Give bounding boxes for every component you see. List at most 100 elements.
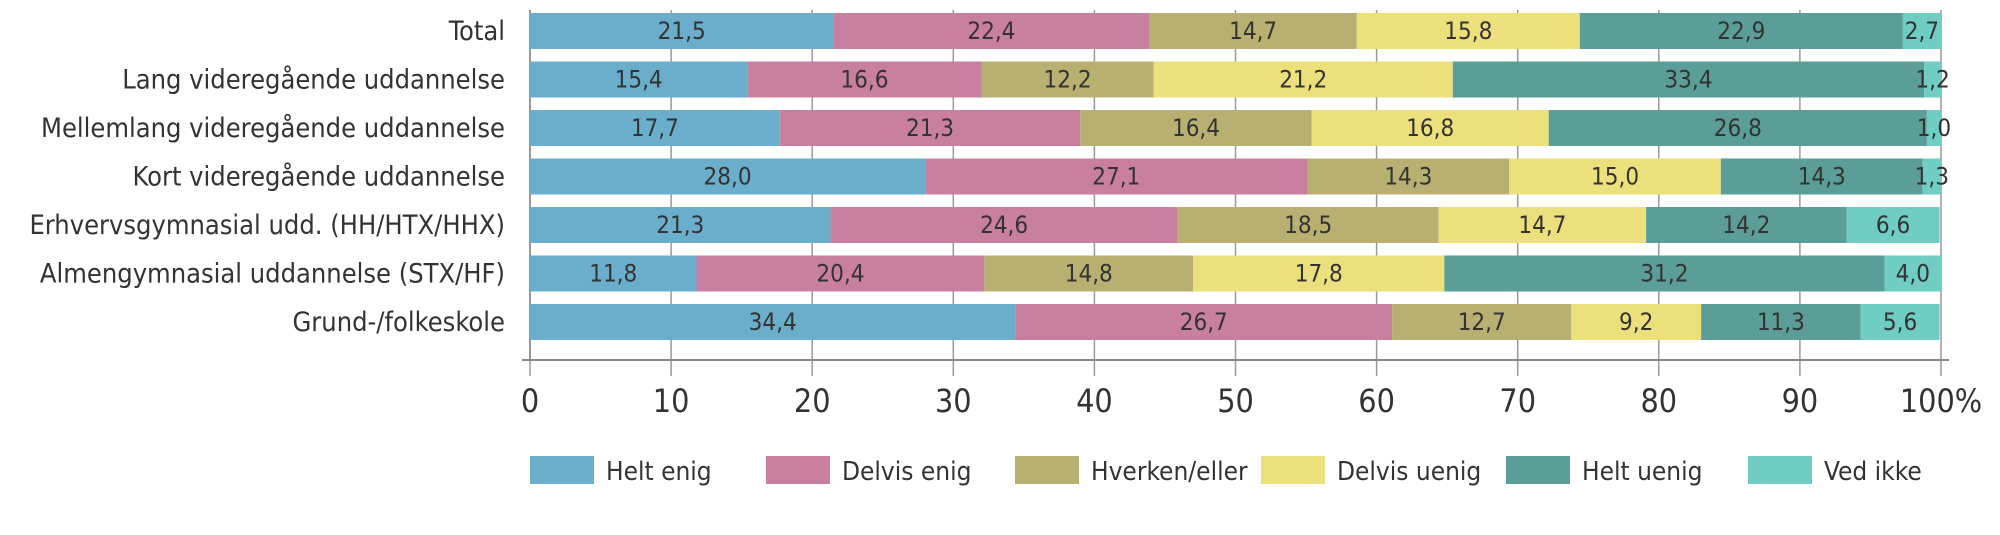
category-label: Lang videregående uddannelse <box>122 65 505 96</box>
bar-segment <box>1548 110 1927 146</box>
legend-swatch <box>1015 456 1079 484</box>
data-label: 14,3 <box>1798 163 1846 191</box>
bar-segment <box>981 61 1154 98</box>
bar-segment <box>984 255 1194 292</box>
data-label: 14,3 <box>1384 163 1432 191</box>
bar-segment <box>1571 304 1702 340</box>
x-tick-label: 30 <box>935 382 972 420</box>
bar-segment <box>1356 13 1580 49</box>
bar-segment <box>1884 255 1941 292</box>
x-tick-label: 60 <box>1358 382 1395 420</box>
x-tick-label: 40 <box>1076 382 1113 420</box>
bar-segment <box>1846 207 1940 243</box>
bar-segment <box>696 255 985 292</box>
bar-segment <box>1153 61 1453 98</box>
bar-segment <box>1080 110 1312 146</box>
data-label: 6,6 <box>1876 211 1910 239</box>
data-label: 26,8 <box>1714 114 1762 142</box>
x-tick-label: 50 <box>1217 382 1254 420</box>
category-label: Kort videregående uddannelse <box>133 162 505 193</box>
bar-segment <box>1015 304 1393 340</box>
bar-segment <box>1438 207 1647 243</box>
data-label: 21,3 <box>906 114 954 142</box>
bar-segment <box>1444 255 1885 292</box>
data-label: 1,0 <box>1917 114 1951 142</box>
data-label: 22,9 <box>1717 17 1765 45</box>
bar-segment <box>1311 110 1549 146</box>
data-label: 2,7 <box>1905 17 1939 45</box>
legend-label: Delvis enig <box>842 457 971 487</box>
data-label: 14,2 <box>1722 211 1770 239</box>
bar-segment <box>530 158 926 195</box>
x-tick-label: 70 <box>1499 382 1536 420</box>
data-label: 22,4 <box>967 17 1015 45</box>
legend-label: Helt enig <box>606 457 712 487</box>
data-label: 1,3 <box>1915 163 1949 191</box>
legend-label: Delvis uenig <box>1337 457 1481 487</box>
bar-segment <box>1579 13 1903 49</box>
legend-label: Helt uenig <box>1582 457 1703 487</box>
bar-segment <box>1924 61 1941 98</box>
bar-segment <box>1149 13 1357 49</box>
data-label: 9,2 <box>1619 308 1653 336</box>
legend-swatch <box>530 456 594 484</box>
legend-label: Ved ikke <box>1824 457 1922 487</box>
data-label: 17,8 <box>1295 260 1343 288</box>
data-label: 18,5 <box>1284 211 1332 239</box>
x-tick-label: 100% <box>1900 382 1982 420</box>
data-label: 20,4 <box>816 260 864 288</box>
legend-label: Hverken/eller <box>1091 457 1248 487</box>
category-label: Erhvervsgymnasial udd. (HH/HTX/HHX) <box>29 210 505 241</box>
bar-segment <box>1452 61 1925 98</box>
bar-segment <box>1392 304 1572 340</box>
bar-segment <box>1720 158 1923 195</box>
bar-segment <box>530 61 748 98</box>
x-tick-label: 20 <box>794 382 831 420</box>
bar-segment <box>1860 304 1940 340</box>
data-label: 15,4 <box>615 66 663 94</box>
bar-segment <box>530 207 831 243</box>
x-tick-label: 80 <box>1640 382 1677 420</box>
data-label: 11,3 <box>1757 308 1805 336</box>
data-label: 28,0 <box>704 163 752 191</box>
data-label: 21,3 <box>656 211 704 239</box>
bar-segment <box>1902 13 1941 49</box>
bar-segment <box>779 110 1081 146</box>
data-label: 21,2 <box>1279 66 1327 94</box>
data-label: 16,4 <box>1172 114 1220 142</box>
data-label: 21,5 <box>658 17 706 45</box>
data-label: 14,7 <box>1518 211 1566 239</box>
legend-swatch <box>1261 456 1325 484</box>
data-label: 16,8 <box>1406 114 1454 142</box>
bar-segment <box>1177 207 1439 243</box>
legend-swatch <box>1506 456 1570 484</box>
bar-segment <box>830 207 1178 243</box>
bar-segment <box>530 13 834 49</box>
category-label: Total <box>448 16 505 47</box>
data-label: 33,4 <box>1664 66 1712 94</box>
data-label: 4,0 <box>1896 260 1930 288</box>
bar-segment <box>530 304 1016 340</box>
data-label: 16,6 <box>840 66 888 94</box>
bar-segment <box>925 158 1308 195</box>
data-label: 26,7 <box>1180 308 1228 336</box>
data-label: 5,6 <box>1883 308 1917 336</box>
data-label: 15,0 <box>1591 163 1639 191</box>
bar-segment <box>1926 110 1941 146</box>
x-tick-label: 10 <box>653 382 690 420</box>
data-label: 14,8 <box>1065 260 1113 288</box>
data-label: 11,8 <box>589 260 637 288</box>
bar-segment <box>1509 158 1721 195</box>
data-label: 12,2 <box>1044 66 1092 94</box>
data-label: 31,2 <box>1640 260 1688 288</box>
category-label: Almengymnasial uddannelse (STX/HF) <box>40 259 505 290</box>
x-tick-label: 90 <box>1782 382 1819 420</box>
category-label: Grund-/folkeskole <box>292 307 505 338</box>
bar-segment <box>1646 207 1847 243</box>
data-label: 27,1 <box>1092 163 1140 191</box>
data-label: 1,2 <box>1915 66 1949 94</box>
bar-segment <box>747 61 982 98</box>
bar-segment <box>1307 158 1510 195</box>
data-label: 34,4 <box>749 308 797 336</box>
